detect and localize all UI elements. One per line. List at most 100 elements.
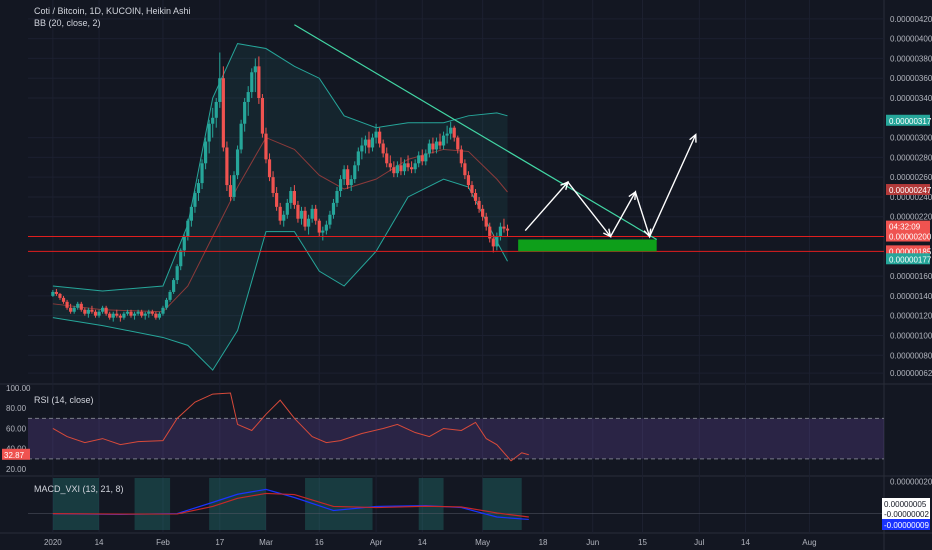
price-tag xyxy=(886,245,930,257)
candle-body xyxy=(360,145,364,152)
candle-body xyxy=(164,299,169,308)
macd-shade xyxy=(482,478,522,530)
projection-arrowhead xyxy=(603,228,612,238)
candle-body xyxy=(491,238,495,247)
y-tick-label: 0.00000360 xyxy=(890,74,932,83)
candle-body xyxy=(282,214,286,221)
candle-body xyxy=(303,210,307,227)
candle-body xyxy=(331,202,336,215)
macd-shade xyxy=(418,478,444,530)
macd-tag xyxy=(882,498,930,509)
candle-body xyxy=(420,155,424,162)
x-tick-label: 18 xyxy=(539,538,548,547)
candle-body xyxy=(438,141,442,146)
price-tag-label: 0.00000247 xyxy=(889,186,932,195)
rsi-y-tick: 20.00 xyxy=(6,465,27,474)
y-tick-label: 0.00000280 xyxy=(890,153,932,162)
candle-body xyxy=(90,309,94,312)
candle-body xyxy=(505,228,510,231)
projection-arrowhead xyxy=(628,190,637,201)
candle-body xyxy=(292,191,296,205)
candle-body xyxy=(235,149,240,176)
candle-body xyxy=(76,303,80,308)
bb-legend: BB (20, close, 2) xyxy=(34,18,101,28)
macd-legend: MACD_VXI (13, 21, 8) xyxy=(34,484,124,494)
candle-body xyxy=(317,220,321,233)
candle-body xyxy=(147,311,151,314)
candle-body xyxy=(328,214,332,225)
candle-body xyxy=(143,313,147,316)
candle-body xyxy=(410,167,414,170)
candle-body xyxy=(122,313,126,318)
candle-body xyxy=(278,206,282,221)
candle-body xyxy=(214,101,218,118)
candle-body xyxy=(79,303,83,310)
candle-body xyxy=(413,163,417,170)
x-tick-label: 16 xyxy=(315,538,324,547)
candle-body xyxy=(385,153,389,164)
candles xyxy=(51,52,510,322)
candle-body xyxy=(125,311,130,314)
candle-body xyxy=(260,98,265,134)
x-tick-label: 17 xyxy=(215,538,224,547)
candle-body xyxy=(104,307,108,314)
candle-body xyxy=(314,208,318,221)
candle-body xyxy=(342,169,346,180)
candle-body xyxy=(186,220,190,237)
candle-body xyxy=(157,313,162,318)
drawings xyxy=(28,24,884,252)
candle-body xyxy=(111,313,115,318)
x-tick-label: Aug xyxy=(802,538,816,547)
candle-body xyxy=(441,135,446,146)
macd-tag xyxy=(882,508,930,519)
candle-body xyxy=(452,127,456,138)
candle-body xyxy=(115,313,119,316)
candle-body xyxy=(211,117,215,124)
y-tick-label: 0.00000160 xyxy=(890,272,932,281)
candle-body xyxy=(388,163,392,168)
candle-body xyxy=(381,143,385,154)
candle-body xyxy=(253,66,257,73)
candle-body xyxy=(456,137,460,150)
candle-body xyxy=(299,210,304,219)
candle-body xyxy=(275,192,279,207)
candle-body xyxy=(196,183,201,193)
candle-body xyxy=(338,179,343,192)
price-tag-label: 0.00000200 xyxy=(889,233,932,242)
candle-body xyxy=(250,72,254,93)
price-tag-label: 0.00000317 xyxy=(889,117,932,126)
candle-body xyxy=(374,131,378,138)
candle-body xyxy=(434,141,439,150)
candle-body xyxy=(140,311,144,316)
candle-body xyxy=(363,139,368,146)
candle-body xyxy=(463,163,467,176)
price-tag xyxy=(886,230,930,242)
rsi-line xyxy=(52,392,529,462)
candle-body xyxy=(175,266,179,281)
macd-tag-label: 0.00000005 xyxy=(884,500,927,509)
y-tick-label: 0.00000300 xyxy=(890,134,932,143)
projection-arrowhead xyxy=(560,180,569,191)
candle-body xyxy=(200,163,204,184)
candle-body xyxy=(83,309,87,314)
candle-body xyxy=(100,307,105,312)
y-tick-label: 0.00000220 xyxy=(890,213,932,222)
candle-body xyxy=(321,230,325,233)
projection-arrowhead xyxy=(643,228,652,239)
candle-body xyxy=(179,250,183,267)
candle-body xyxy=(289,191,293,203)
candle-body xyxy=(86,309,90,314)
y-tick-label: 0.00000380 xyxy=(890,54,932,63)
candle-body xyxy=(395,165,399,174)
y-tick-label: 0.00000140 xyxy=(890,292,932,301)
price-tag-label: 0.00000185 xyxy=(889,247,932,256)
candle-body xyxy=(154,313,158,318)
price-tag xyxy=(886,184,930,196)
candle-body xyxy=(93,311,98,316)
y-tick-label: 0.00000100 xyxy=(890,331,932,340)
macd-line xyxy=(52,492,529,518)
rsi-legend: RSI (14, close) xyxy=(34,395,94,405)
candle-body xyxy=(193,192,197,207)
